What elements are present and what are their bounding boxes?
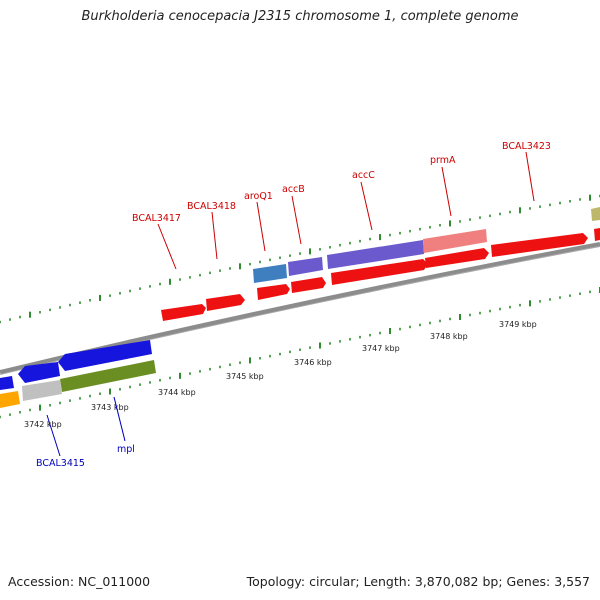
kbp-label: 3743 kbp [91, 403, 129, 412]
gene-arrow-accc[interactable] [331, 259, 428, 285]
leader-line-accc [360, 181, 373, 231]
cds-prma-block[interactable] [423, 229, 487, 253]
kbp-label: 3744 kbp [158, 388, 196, 397]
genome-summary-text: Topology: circular; Length: 3,870,082 bp… [246, 574, 590, 589]
leader-line-bcal3417 [157, 223, 177, 270]
kbp-label: 3746 kbp [294, 358, 332, 367]
gene-arrow-blue-3[interactable] [58, 340, 152, 371]
leader-line-bcal3423 [525, 151, 535, 202]
cds-olive-block[interactable] [591, 207, 600, 221]
cds-orange-block[interactable] [0, 391, 20, 408]
gene-arrow-prma[interactable] [425, 248, 489, 268]
leader-line-accb [291, 195, 302, 245]
gene-arrow-bcal3415[interactable] [18, 362, 60, 383]
gene-arrow-arog1[interactable] [257, 284, 290, 300]
gene-label-accb[interactable]: accB [282, 184, 305, 195]
cds-accb-block[interactable] [288, 257, 323, 276]
leader-line-bcal3415 [46, 414, 61, 457]
cds-mpl-block[interactable] [60, 360, 156, 392]
gene-label-bcal3418[interactable]: BCAL3418 [187, 201, 236, 212]
gene-arrow-bcal3418[interactable] [206, 294, 245, 311]
kbp-label: 3742 kbp [24, 420, 62, 429]
kbp-label: 3745 kbp [226, 372, 264, 381]
outer-tick-ring [0, 194, 600, 324]
gene-arrow-blue-1[interactable] [0, 376, 14, 390]
gene-label-arog1[interactable]: aroQ1 [244, 191, 273, 202]
map-title: Burkholderia cenocepacia J2315 chromosom… [81, 9, 519, 24]
kbp-label: 3749 kbp [499, 320, 537, 329]
cds-grey-block[interactable] [22, 380, 62, 401]
leader-line-mpl [113, 396, 126, 442]
gene-arrow-bcal3417[interactable] [161, 304, 206, 321]
accession-text: Accession: NC_011000 [8, 574, 151, 589]
cds-arog1-block[interactable] [253, 264, 287, 283]
gene-arrow-bcal3423[interactable] [491, 233, 588, 257]
leader-line-bcal3418 [211, 211, 218, 260]
gene-arrow-accb[interactable] [291, 277, 326, 293]
kbp-label: 3748 kbp [430, 332, 468, 341]
cds-accc-block[interactable] [327, 240, 424, 269]
gene-label-prma[interactable]: prmA [430, 155, 456, 166]
gene-label-bcal3415[interactable]: BCAL3415 [36, 458, 85, 469]
gene-arrow-edge[interactable] [594, 228, 600, 241]
gene-label-accc[interactable]: accC [352, 170, 375, 181]
leader-line-prma [441, 166, 452, 217]
kbp-label: 3747 kbp [362, 344, 400, 353]
gene-label-bcal3417[interactable]: BCAL3417 [132, 213, 181, 224]
inner-tick-ring [0, 287, 600, 419]
gene-label-bcal3423[interactable]: BCAL3423 [502, 141, 551, 152]
gene-label-mpl[interactable]: mpl [117, 444, 135, 455]
leader-line-arog1 [256, 201, 266, 252]
